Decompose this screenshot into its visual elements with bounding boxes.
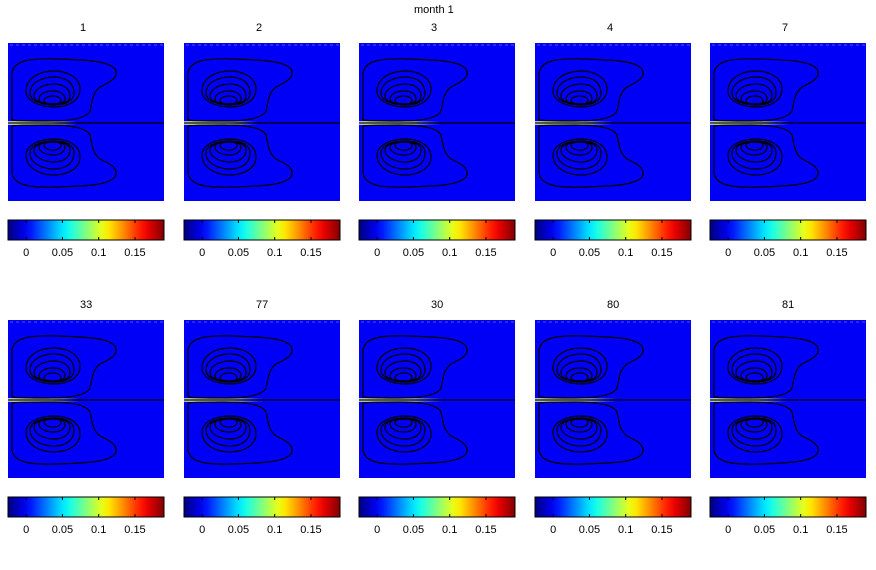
contour-lines bbox=[713, 401, 819, 465]
colorbar-tick-label: 0 bbox=[199, 247, 206, 259]
colorbar-tick-label: 0.05 bbox=[51, 247, 74, 259]
colorbar-tick-label: 0.1 bbox=[267, 247, 283, 259]
contour-lines bbox=[362, 124, 468, 188]
colorbar-tick-label: 0.15 bbox=[475, 247, 497, 259]
contour-lines bbox=[187, 124, 293, 188]
colorbar-tick-label: 0.05 bbox=[227, 524, 250, 536]
panel-title: 30 bbox=[431, 299, 444, 311]
contour-lines bbox=[538, 58, 644, 122]
contour-lines bbox=[11, 124, 117, 188]
colorbar-tick-label: 0 bbox=[550, 524, 557, 536]
colorbar-tick-label: 0.1 bbox=[442, 524, 458, 536]
colorbar-tick-label: 0.15 bbox=[651, 247, 673, 259]
colorbar-tick-label: 0.1 bbox=[91, 524, 107, 536]
colorbar-tick-label: 0.15 bbox=[124, 524, 146, 536]
contour-lines bbox=[538, 335, 644, 399]
heatmap-edge-noise bbox=[186, 321, 339, 323]
panel-title: 81 bbox=[782, 299, 795, 311]
colorbar bbox=[7, 496, 165, 518]
figure-title: month 1 bbox=[414, 4, 454, 16]
colorbar bbox=[183, 496, 341, 518]
colorbar-tick-label: 0 bbox=[23, 247, 30, 259]
contour-lines bbox=[362, 58, 468, 122]
contour-lines bbox=[187, 58, 293, 122]
colorbar-tick-label: 0 bbox=[199, 524, 206, 536]
colorbar-tick-label: 0.15 bbox=[826, 247, 848, 259]
colorbar bbox=[358, 496, 516, 518]
colorbar-tick-label: 0.15 bbox=[300, 524, 322, 536]
heatmap-edge-noise bbox=[537, 44, 690, 46]
contour-lines bbox=[11, 401, 117, 465]
colorbar-tick-label: 0 bbox=[23, 524, 30, 536]
panel-title: 33 bbox=[80, 299, 93, 311]
heatmap-edge-noise bbox=[10, 44, 163, 46]
colorbar-tick-label: 0.05 bbox=[578, 247, 601, 259]
colorbar-tick-label: 0.1 bbox=[267, 524, 283, 536]
contour-lines bbox=[713, 58, 819, 122]
colorbar-tick-label: 0 bbox=[374, 247, 381, 259]
colorbar bbox=[534, 496, 692, 518]
contour-lines bbox=[538, 124, 644, 188]
colorbar-tick-label: 0.05 bbox=[402, 247, 425, 259]
colorbar bbox=[709, 496, 867, 518]
contour-lines bbox=[11, 58, 117, 122]
heatmap-edge-noise bbox=[361, 321, 514, 323]
colorbar-tick-label: 0.1 bbox=[91, 247, 107, 259]
colorbar-tick-label: 0.15 bbox=[300, 247, 322, 259]
panel-title: 4 bbox=[607, 22, 614, 34]
colorbar-tick-label: 0.05 bbox=[227, 247, 250, 259]
heatmap-edge-noise bbox=[361, 44, 514, 46]
contour-lines bbox=[187, 335, 293, 399]
colorbar bbox=[709, 219, 867, 241]
heatmap-edge-noise bbox=[712, 44, 865, 46]
colorbar-tick-label: 0.1 bbox=[442, 247, 458, 259]
panel-title: 80 bbox=[607, 299, 620, 311]
colorbar-tick-label: 0.1 bbox=[618, 524, 634, 536]
colorbar-tick-label: 0.05 bbox=[753, 524, 776, 536]
contour-lines bbox=[187, 401, 293, 465]
colorbar-tick-label: 0.15 bbox=[651, 524, 673, 536]
contour-lines bbox=[538, 401, 644, 465]
colorbar-tick-label: 0.1 bbox=[793, 247, 809, 259]
colorbar-tick-label: 0.05 bbox=[402, 524, 425, 536]
colorbar-tick-label: 0 bbox=[725, 524, 732, 536]
heatmap-edge-noise bbox=[10, 321, 163, 323]
colorbar-tick-label: 0.1 bbox=[793, 524, 809, 536]
panel-title: 1 bbox=[80, 22, 87, 34]
contour-lines bbox=[713, 335, 819, 399]
colorbar bbox=[358, 219, 516, 241]
heatmap-edge-noise bbox=[537, 321, 690, 323]
colorbar-tick-label: 0 bbox=[550, 247, 557, 259]
contour-lines bbox=[362, 335, 468, 399]
colorbar-tick-label: 0 bbox=[374, 524, 381, 536]
heatmap-edge-noise bbox=[712, 321, 865, 323]
colorbar-tick-label: 0.1 bbox=[618, 247, 634, 259]
colorbar-tick-label: 0.15 bbox=[826, 524, 848, 536]
panel-title: 3 bbox=[431, 22, 438, 34]
contour-lines bbox=[11, 335, 117, 399]
contour-lines bbox=[362, 401, 468, 465]
colorbar-tick-label: 0.05 bbox=[51, 524, 74, 536]
colorbar bbox=[183, 219, 341, 241]
colorbar bbox=[534, 219, 692, 241]
panel-title: 77 bbox=[256, 299, 269, 311]
colorbar bbox=[7, 219, 165, 241]
panel-title: 7 bbox=[782, 22, 789, 34]
heatmap-edge-noise bbox=[186, 44, 339, 46]
colorbar-tick-label: 0.05 bbox=[753, 247, 776, 259]
colorbar-tick-label: 0.15 bbox=[124, 247, 146, 259]
colorbar-tick-label: 0.05 bbox=[578, 524, 601, 536]
colorbar-tick-label: 0 bbox=[725, 247, 732, 259]
panel-title: 2 bbox=[256, 22, 263, 34]
contour-lines bbox=[713, 124, 819, 188]
colorbar-tick-label: 0.15 bbox=[475, 524, 497, 536]
